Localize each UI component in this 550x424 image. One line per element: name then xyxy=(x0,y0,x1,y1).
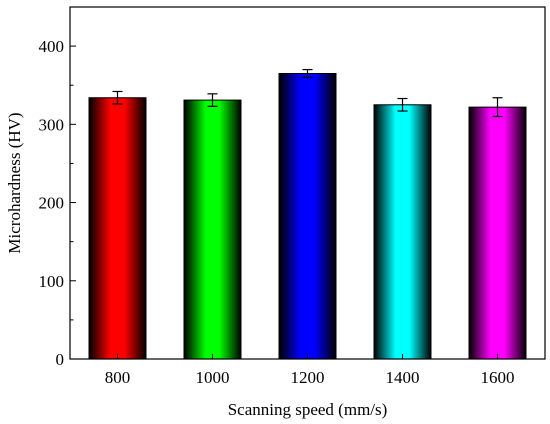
bar-800 xyxy=(88,97,147,360)
x-tick-label: 1400 xyxy=(386,368,420,387)
y-tick-label: 100 xyxy=(39,272,65,291)
error-bar-800 xyxy=(112,90,123,105)
x-tick-label: 1600 xyxy=(481,368,515,387)
bar-1000 xyxy=(183,99,242,360)
error-bars-layer xyxy=(112,68,503,118)
y-tick-label: 0 xyxy=(56,350,65,369)
bar-1600 xyxy=(468,106,527,360)
x-tick-label: 800 xyxy=(105,368,131,387)
error-bar-1200 xyxy=(302,68,313,79)
x-axis-title: Scanning speed (mm/s) xyxy=(228,400,388,419)
x-tick-label: 1000 xyxy=(196,368,230,387)
bar-1400 xyxy=(373,104,432,360)
y-tick-label: 200 xyxy=(39,194,65,213)
x-axis-ticks: 800 1000 1200 1400 1600 xyxy=(105,354,515,387)
y-axis-title: Microhardness (HV) xyxy=(5,112,24,253)
bar-1200 xyxy=(278,72,337,360)
y-tick-label: 300 xyxy=(39,115,65,134)
error-bar-1000 xyxy=(207,93,218,107)
error-bar-1400 xyxy=(397,97,408,112)
y-axis-ticks: 0 100 200 300 400 xyxy=(39,37,76,369)
x-tick-label: 1200 xyxy=(291,368,325,387)
y-tick-label: 400 xyxy=(39,37,65,56)
error-bar-1600 xyxy=(492,97,503,118)
bars-layer xyxy=(88,72,527,360)
